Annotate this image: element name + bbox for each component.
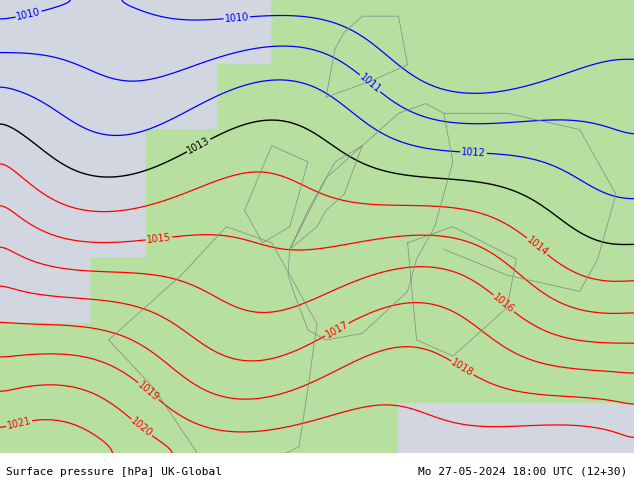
Text: 1018: 1018 xyxy=(450,357,476,379)
Text: 1011: 1011 xyxy=(358,72,382,95)
Text: 1016: 1016 xyxy=(491,292,516,315)
Text: 1013: 1013 xyxy=(186,135,212,156)
Text: 1010: 1010 xyxy=(16,7,42,22)
Text: 1019: 1019 xyxy=(136,379,161,403)
Text: 1020: 1020 xyxy=(129,416,154,439)
Text: Surface pressure [hPa] UK-Global: Surface pressure [hPa] UK-Global xyxy=(6,466,223,477)
Text: Mo 27-05-2024 18:00 UTC (12+30): Mo 27-05-2024 18:00 UTC (12+30) xyxy=(418,466,628,477)
Text: 1012: 1012 xyxy=(461,147,486,158)
Text: 1014: 1014 xyxy=(524,235,550,258)
Text: 1021: 1021 xyxy=(6,416,32,431)
Text: 1017: 1017 xyxy=(323,319,350,340)
Text: 1010: 1010 xyxy=(224,12,249,24)
Text: 1015: 1015 xyxy=(146,232,172,245)
